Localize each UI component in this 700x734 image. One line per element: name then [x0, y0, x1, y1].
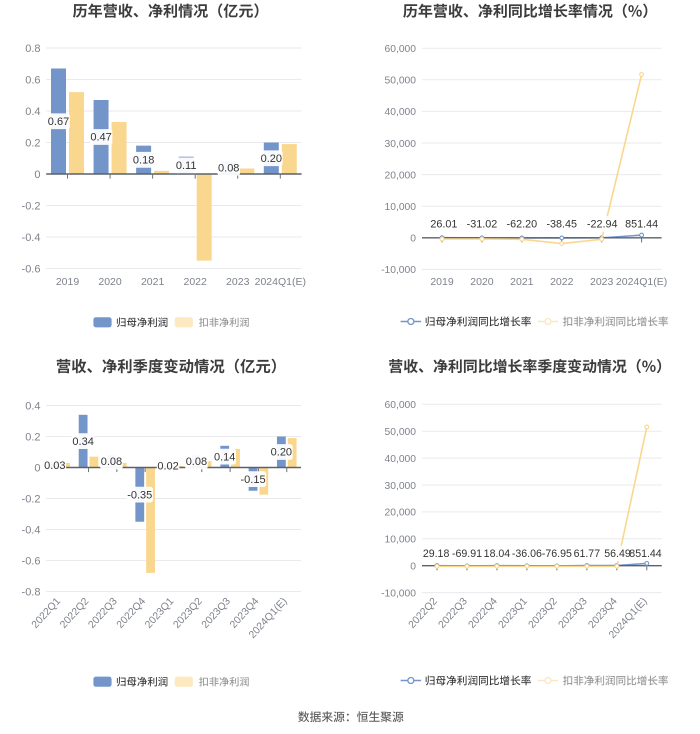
svg-text:-36.06: -36.06: [512, 548, 542, 560]
svg-text:29.18: 29.18: [423, 548, 450, 560]
svg-text:-62.20: -62.20: [507, 219, 538, 231]
svg-text:2019: 2019: [56, 276, 80, 288]
svg-text:-0.2: -0.2: [22, 201, 41, 213]
svg-text:0.03: 0.03: [44, 460, 65, 472]
svg-text:0.08: 0.08: [101, 456, 122, 468]
svg-text:50,000: 50,000: [385, 427, 417, 438]
svg-text:0: 0: [34, 169, 40, 181]
svg-text:0.4: 0.4: [25, 106, 40, 118]
svg-text:30,000: 30,000: [385, 481, 417, 492]
svg-text:-0.4: -0.4: [22, 232, 41, 244]
svg-text:0.34: 0.34: [72, 436, 93, 448]
svg-text:0.02: 0.02: [157, 461, 178, 473]
svg-text:2020: 2020: [470, 276, 494, 288]
svg-text:0.20: 0.20: [261, 153, 282, 165]
svg-text:2023: 2023: [590, 276, 614, 288]
svg-text:0: 0: [410, 234, 416, 245]
svg-text:-10,000: -10,000: [381, 588, 416, 599]
svg-text:-0.8: -0.8: [22, 587, 41, 599]
svg-text:60,000: 60,000: [385, 44, 417, 55]
svg-text:-31.02: -31.02: [467, 219, 498, 231]
svg-text:0.18: 0.18: [133, 155, 154, 167]
svg-text:0.47: 0.47: [90, 132, 111, 144]
svg-text:20,000: 20,000: [385, 170, 417, 181]
svg-text:0: 0: [34, 463, 40, 475]
svg-text:2023: 2023: [226, 276, 250, 288]
svg-text:0.4: 0.4: [25, 401, 40, 413]
svg-text:851.44: 851.44: [629, 548, 662, 560]
svg-text:0.2: 0.2: [25, 138, 40, 150]
svg-text:56.49: 56.49: [604, 548, 631, 560]
svg-text:2022: 2022: [550, 276, 574, 288]
svg-text:20,000: 20,000: [385, 508, 417, 519]
svg-text:0.08: 0.08: [218, 162, 239, 174]
svg-text:-69.91: -69.91: [452, 548, 482, 560]
svg-text:-22.94: -22.94: [587, 219, 618, 231]
svg-text:40,000: 40,000: [385, 107, 417, 118]
svg-text:-0.6: -0.6: [22, 556, 41, 568]
svg-text:30,000: 30,000: [385, 139, 417, 150]
svg-text:2024Q1(E): 2024Q1(E): [255, 276, 306, 288]
svg-text:0: 0: [410, 561, 416, 572]
svg-text:-38.45: -38.45: [546, 219, 577, 231]
svg-text:0.67: 0.67: [48, 116, 69, 128]
svg-text:0.11: 0.11: [176, 160, 197, 172]
svg-text:0.14: 0.14: [214, 451, 235, 463]
svg-text:0.6: 0.6: [25, 75, 40, 87]
svg-text:-0.35: -0.35: [127, 489, 152, 501]
svg-text:2021: 2021: [510, 276, 534, 288]
svg-text:0.2: 0.2: [25, 432, 40, 444]
svg-text:0.8: 0.8: [25, 43, 40, 55]
svg-text:60,000: 60,000: [385, 400, 417, 411]
svg-text:0.20: 0.20: [271, 447, 292, 459]
svg-text:-76.95: -76.95: [542, 548, 572, 560]
svg-text:2019: 2019: [430, 276, 454, 288]
svg-text:-0.4: -0.4: [22, 525, 41, 537]
svg-text:-0.15: -0.15: [241, 474, 266, 486]
svg-text:26.01: 26.01: [430, 219, 457, 231]
svg-text:-0.6: -0.6: [22, 264, 41, 276]
svg-text:2022: 2022: [184, 276, 208, 288]
svg-text:50,000: 50,000: [385, 76, 417, 87]
svg-text:10,000: 10,000: [385, 535, 417, 546]
svg-text:18.04: 18.04: [484, 548, 511, 560]
svg-text:2024Q1(E): 2024Q1(E): [616, 276, 667, 288]
svg-text:10,000: 10,000: [385, 202, 417, 213]
svg-text:851.44: 851.44: [625, 219, 658, 231]
svg-text:40,000: 40,000: [385, 454, 417, 465]
svg-text:2020: 2020: [98, 276, 122, 288]
svg-text:-10,000: -10,000: [381, 265, 416, 276]
svg-text:-0.2: -0.2: [22, 494, 41, 506]
svg-text:0.08: 0.08: [186, 456, 207, 468]
svg-text:2021: 2021: [141, 276, 165, 288]
svg-text:61.77: 61.77: [574, 548, 601, 560]
